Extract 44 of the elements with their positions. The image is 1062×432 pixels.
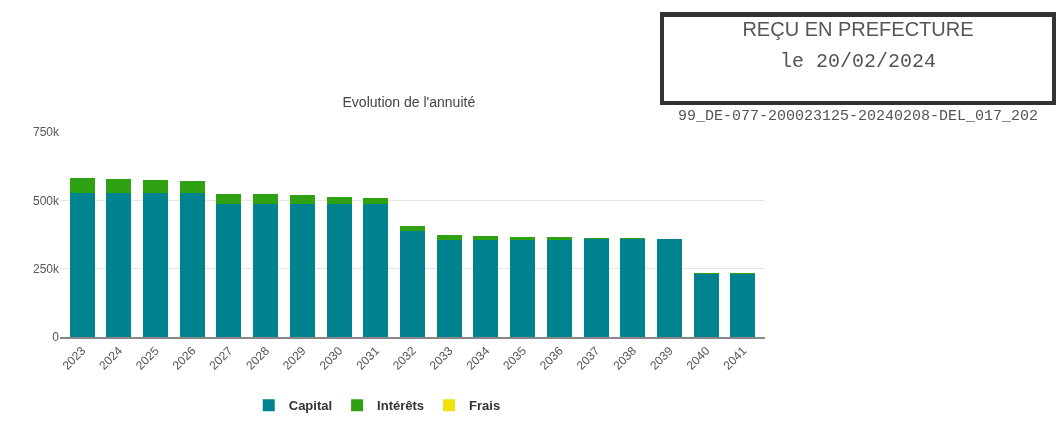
y-tick-label: 750k <box>32 125 60 140</box>
bar <box>142 192 168 337</box>
bar <box>179 181 205 193</box>
bar <box>253 203 279 337</box>
bar <box>657 239 683 337</box>
bar <box>730 273 756 337</box>
y-tick-label: 0 <box>52 330 60 345</box>
bar <box>106 192 132 337</box>
bar <box>289 195 315 204</box>
bar <box>400 231 425 337</box>
bar <box>69 177 95 193</box>
bar <box>510 239 536 337</box>
bar <box>583 238 609 337</box>
text: 99_DE-077-200023125-20240208-DEL_017_202 <box>676 108 1040 125</box>
bar <box>363 203 389 337</box>
bar <box>620 238 646 337</box>
bar <box>693 273 719 337</box>
bar <box>142 180 168 193</box>
bar <box>69 192 95 337</box>
y-tick-label: 500k <box>32 193 60 208</box>
bar <box>363 197 389 204</box>
bar <box>326 203 352 337</box>
bar <box>289 203 315 337</box>
y-tick-label: 250k <box>32 261 60 276</box>
bar <box>326 196 352 204</box>
bar <box>546 236 572 240</box>
legend-label: Intérêts <box>377 398 425 414</box>
legend-label: Capital <box>288 398 333 414</box>
bar <box>546 239 572 337</box>
bar <box>436 234 462 240</box>
text: le 20/02/2024 <box>779 50 937 73</box>
legend-label: Frais <box>469 398 501 414</box>
bar <box>216 203 242 337</box>
bar <box>510 236 536 240</box>
bar <box>473 239 499 337</box>
bar <box>179 192 205 337</box>
bar <box>216 194 242 204</box>
text: REÇU EN PREFECTURE <box>741 18 975 41</box>
bar <box>253 194 279 204</box>
bar <box>473 235 499 240</box>
bar <box>400 226 425 232</box>
bar <box>106 178 132 193</box>
bar <box>436 239 462 337</box>
chart-title: Evolution de l'annuité <box>342 93 476 110</box>
